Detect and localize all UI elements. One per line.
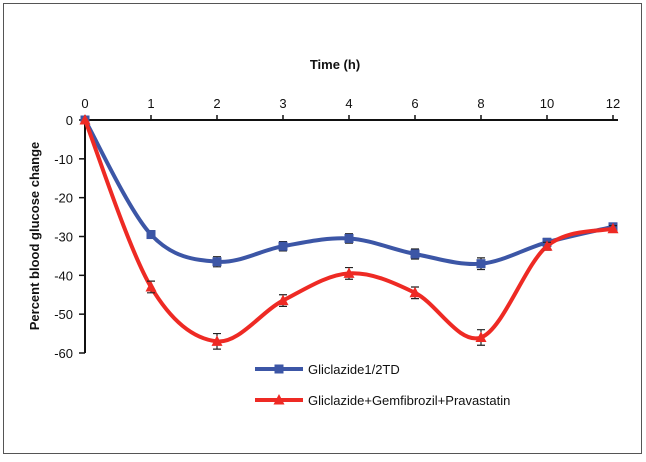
figure-border xyxy=(3,3,642,454)
legend-label: Gliclazide+Gemfibrozil+Pravastatin xyxy=(308,393,510,408)
y-tick-label: 0 xyxy=(66,113,73,128)
series-2 xyxy=(79,114,619,350)
data-point xyxy=(211,335,223,346)
axes: 0 1 2 3 4 6 8 10 120-10-20-30-40-50-60 xyxy=(54,96,620,361)
y-tick-label: -30 xyxy=(54,230,73,245)
series-layer xyxy=(79,114,619,350)
y-tick-label: -40 xyxy=(54,268,73,283)
x-tick-label: 8 xyxy=(477,96,484,111)
x-tick-label: 0 xyxy=(81,96,88,111)
data-point xyxy=(145,280,157,292)
legend: Gliclazide1/2TD Gliclazide+Gemfibrozil+Pr… xyxy=(255,362,510,408)
legend-item-1: Gliclazide1/2TD xyxy=(255,362,400,377)
y-tick-label: -60 xyxy=(54,346,73,361)
data-point xyxy=(277,294,289,306)
data-point xyxy=(212,257,222,267)
x-axis-label: Time (h) xyxy=(310,57,360,72)
data-point xyxy=(475,331,487,342)
y-tick-label: -10 xyxy=(54,152,73,167)
data-point xyxy=(343,267,355,278)
x-tick-label: 12 xyxy=(606,96,620,111)
x-tick-label: 6 xyxy=(411,96,418,111)
legend-item-2: Gliclazide+Gemfibrozil+Pravastatin xyxy=(255,393,510,408)
data-point xyxy=(278,241,288,251)
y-tick-label: -50 xyxy=(54,307,73,322)
x-tick-label: 10 xyxy=(540,96,554,111)
x-tick-label: 1 xyxy=(147,96,154,111)
data-point xyxy=(607,222,619,234)
data-point xyxy=(344,233,354,243)
y-tick-label: -20 xyxy=(54,191,73,206)
legend-label: Gliclazide1/2TD xyxy=(308,362,400,377)
legend-swatch-marker xyxy=(273,394,285,405)
data-point xyxy=(541,240,553,251)
data-point xyxy=(146,230,156,240)
data-point xyxy=(79,114,91,125)
data-point xyxy=(409,286,421,298)
data-point xyxy=(476,259,486,269)
data-point xyxy=(410,249,420,259)
y-axis-label: Percent blood glucose change xyxy=(27,142,42,331)
x-tick-label: 2 xyxy=(213,96,220,111)
x-tick-label: 3 xyxy=(279,96,286,111)
x-tick-label: 4 xyxy=(345,96,352,111)
legend-swatch-marker xyxy=(274,364,284,374)
